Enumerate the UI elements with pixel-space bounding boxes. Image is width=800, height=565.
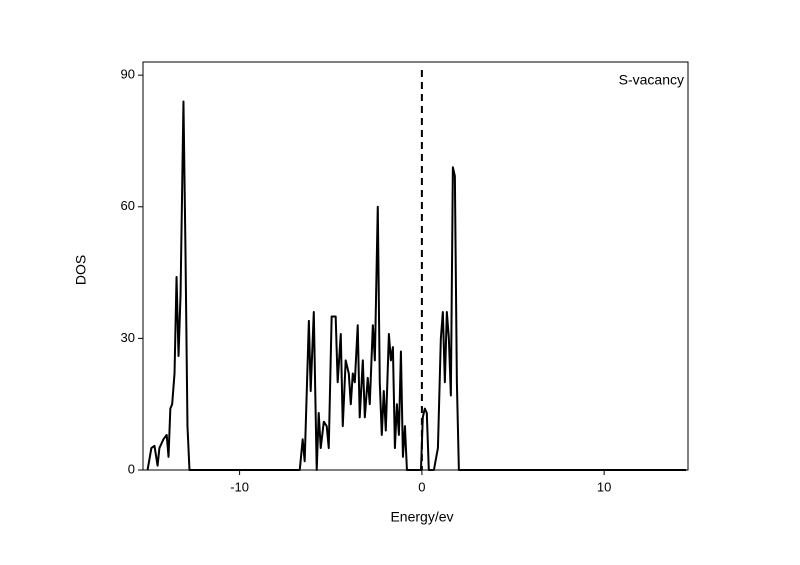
x-tick-label: -10: [230, 479, 249, 494]
plot-frame: [142, 61, 689, 471]
y-tick-label: 60: [121, 198, 135, 213]
legend-label: S-vacancy: [619, 72, 684, 88]
x-tick-label: 0: [418, 479, 425, 494]
y-axis-label: DOS: [73, 255, 89, 285]
y-tick-label: 30: [121, 330, 135, 345]
x-axis-label: Energy/ev: [390, 509, 453, 525]
dos-line: [146, 100, 687, 471]
x-tick-label: 10: [597, 479, 611, 494]
y-tick-label: 90: [121, 67, 135, 82]
y-tick-label: 0: [128, 461, 135, 476]
